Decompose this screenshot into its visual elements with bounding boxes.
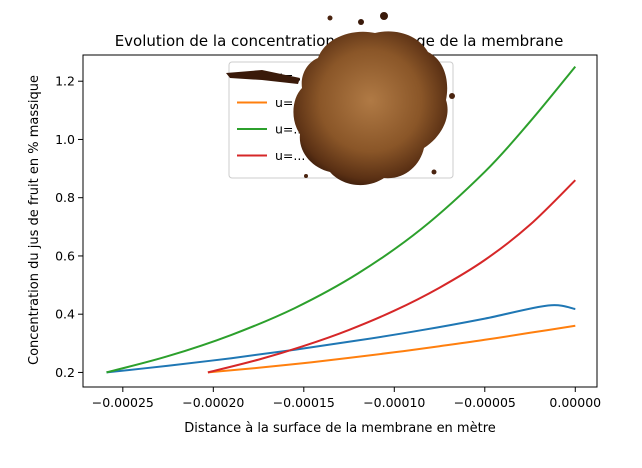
y-tick-label: 1.0	[55, 132, 75, 147]
y-axis-title: Concentration du jus de fruit en % massi…	[27, 75, 42, 365]
x-axis: −0.00025 −0.00020 −0.00015 −0.00010 −0.00005…	[92, 387, 601, 410]
y-tick-label: 0.6	[55, 248, 75, 263]
x-tick-label: 0.00000	[549, 395, 601, 410]
x-tick-label: −0.00005	[454, 395, 516, 410]
series-line-3	[106, 65, 577, 374]
series-line-1	[106, 304, 576, 374]
x-tick-label: −0.00020	[182, 395, 244, 410]
y-axis: 0.2 0.4 0.6 0.8 1.0 1.2	[55, 74, 83, 380]
x-axis-title: Distance à la surface de la membrane en …	[184, 421, 496, 436]
series-line-2	[207, 324, 576, 374]
coffee-stain-decoration	[226, 12, 455, 186]
x-tick-label: −0.00025	[92, 395, 154, 410]
plot-area	[82, 54, 598, 388]
y-tick-label: 0.4	[55, 307, 75, 322]
y-tick-label: 0.8	[55, 190, 75, 205]
x-tick-label: −0.00010	[363, 395, 425, 410]
series-line-4	[207, 179, 577, 374]
y-tick-label: 1.2	[55, 74, 75, 89]
x-tick-label: −0.00015	[273, 395, 335, 410]
y-tick-label: 0.2	[55, 365, 75, 380]
